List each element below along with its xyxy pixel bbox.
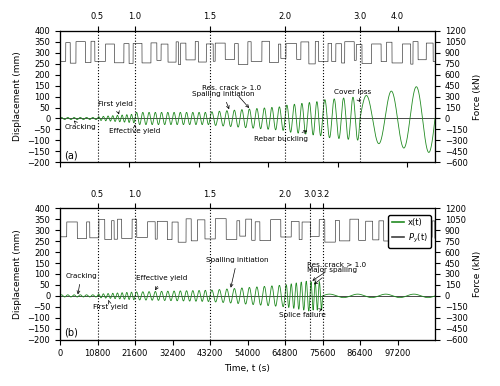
Text: First yield: First yield: [98, 101, 133, 114]
Y-axis label: Force (kN): Force (kN): [473, 251, 482, 297]
Y-axis label: Displacement (mm): Displacement (mm): [13, 229, 22, 319]
Text: Effective yield: Effective yield: [136, 275, 188, 290]
X-axis label: Time, t (s): Time, t (s): [224, 364, 270, 373]
Text: First yield: First yield: [93, 301, 128, 310]
Y-axis label: Displacement (mm): Displacement (mm): [13, 52, 22, 141]
Text: Splice failure: Splice failure: [279, 309, 326, 318]
Text: Res. crack > 1.0: Res. crack > 1.0: [306, 262, 366, 280]
Text: Cracking: Cracking: [65, 273, 97, 294]
Text: Major spalling: Major spalling: [306, 267, 356, 284]
Text: Cover loss: Cover loss: [334, 90, 372, 102]
Text: Cracking: Cracking: [64, 121, 96, 130]
Legend: x(t), $P_y$(t): x(t), $P_y$(t): [388, 215, 431, 248]
Y-axis label: Force (kN): Force (kN): [473, 73, 482, 120]
Text: (a): (a): [64, 151, 78, 161]
Text: (b): (b): [64, 328, 78, 338]
Text: Effective yield: Effective yield: [108, 125, 160, 134]
Text: Spalling initiation: Spalling initiation: [192, 91, 254, 108]
Text: Res. crack > 1.0: Res. crack > 1.0: [202, 85, 262, 107]
Text: Rebar buckling: Rebar buckling: [254, 130, 308, 142]
Text: Spalling initiation: Spalling initiation: [206, 257, 268, 287]
